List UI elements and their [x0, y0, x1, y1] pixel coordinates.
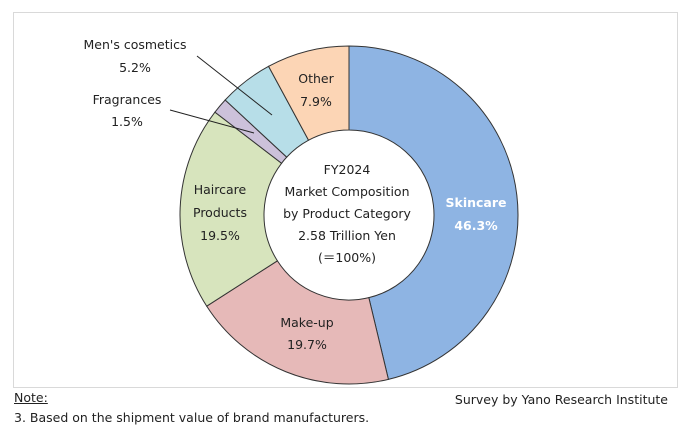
slice-name-label: Men's cosmetics — [84, 37, 187, 52]
source-credit: Survey by Yano Research Institute — [454, 392, 668, 407]
center-text-line: (＝100%) — [318, 250, 376, 265]
slice-skincare — [348, 45, 519, 380]
leader-line — [169, 109, 255, 134]
slice-value-label: 19.5% — [200, 228, 240, 243]
chart-frame — [13, 12, 678, 388]
slice-value-label: 1.5% — [111, 114, 143, 129]
slice-name-label: Make-up — [280, 315, 333, 330]
slice-make-up — [205, 260, 390, 385]
slice-value-label: 7.9% — [300, 94, 332, 109]
slice-name-label: Haircare — [194, 182, 247, 197]
leader-line — [196, 55, 273, 116]
center-text-line: 2.58 Trillion Yen — [298, 228, 396, 243]
center-text-line: by Product Category — [283, 206, 411, 221]
slice-other — [267, 45, 350, 141]
note-text: 3. Based on the shipment value of brand … — [14, 410, 370, 425]
slice-name-label: Products — [193, 205, 247, 220]
center-text-line: FY2024 — [324, 162, 371, 177]
slice-name-label: Other — [298, 71, 334, 86]
slice-value-label: 5.2% — [119, 60, 151, 75]
slice-value-label: 19.7% — [287, 337, 327, 352]
slice-name-label: Skincare — [446, 195, 507, 210]
center-text-line: Market Composition — [284, 184, 409, 199]
slice-value-label: 46.3% — [454, 218, 498, 233]
note-heading: Note: — [14, 390, 48, 405]
slice-name-label: Fragrances — [93, 92, 162, 107]
